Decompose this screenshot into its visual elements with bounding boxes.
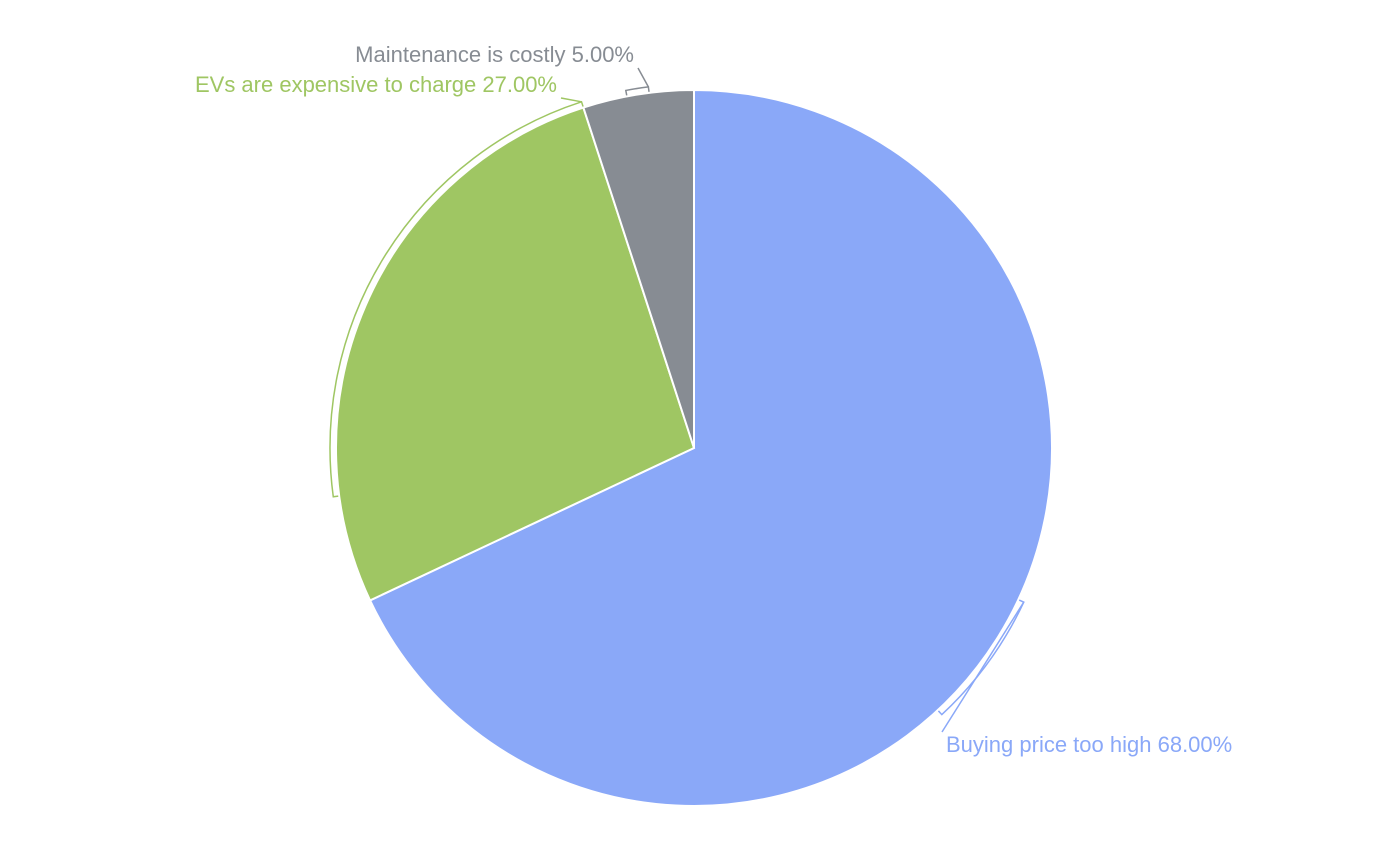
data-label: Buying price too high 68.00% bbox=[946, 732, 1232, 757]
category-label: Maintenance is costly bbox=[355, 42, 565, 67]
value-label: 5.00% bbox=[572, 42, 634, 67]
value-label: 27.00% bbox=[482, 72, 557, 97]
data-label: Maintenance is costly 5.00% bbox=[355, 42, 634, 67]
leader-line bbox=[329, 100, 584, 498]
leader-line bbox=[560, 97, 582, 103]
category-label: Buying price too high bbox=[946, 732, 1151, 757]
data-label: EVs are expensive to charge 27.00% bbox=[195, 72, 557, 97]
pie-slice bbox=[582, 88, 695, 449]
leader-line bbox=[637, 67, 650, 88]
pie-slice bbox=[368, 88, 1053, 807]
leader-line bbox=[941, 601, 1025, 733]
value-label: 68.00% bbox=[1158, 732, 1233, 757]
category-label: EVs are expensive to charge bbox=[195, 72, 476, 97]
pie-slice bbox=[335, 106, 696, 602]
